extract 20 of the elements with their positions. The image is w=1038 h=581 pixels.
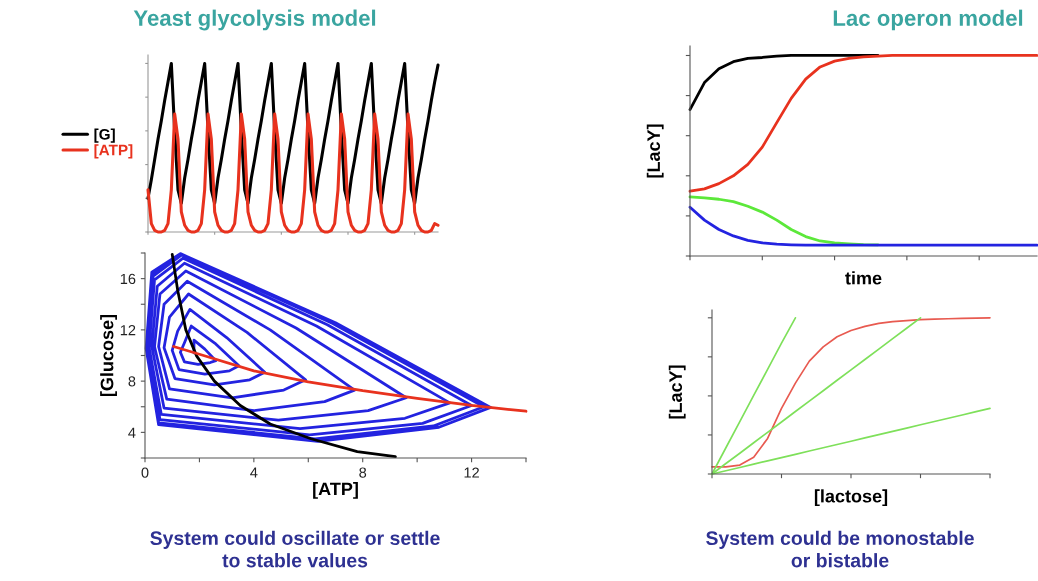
text: System could be monostable or bistable (706, 530, 974, 568)
y-tick-label: 16 (120, 273, 136, 285)
x-axis-title: [lactose] (814, 489, 888, 507)
y-axis-title: [LacY] (646, 124, 664, 178)
text: System could oscillate or settle to stable values (150, 530, 440, 568)
x-axis-title: [ATP] (313, 482, 358, 499)
x-tick-label: 4 (250, 467, 258, 478)
y-tick-label: 8 (128, 376, 136, 387)
x-axis-title: time (845, 271, 882, 285)
y-tick-label: 4 (128, 427, 136, 438)
y-axis-title: [LacY] (668, 365, 686, 419)
x-tick-label: 0 (141, 467, 149, 478)
y-tick-label: 12 (120, 324, 136, 336)
x-tick-label: 8 (359, 467, 367, 478)
legend-label: [ATP] (94, 144, 133, 159)
legend-label: [G] (94, 128, 115, 143)
y-axis-title: [Glucose] (100, 314, 117, 397)
x-tick-label: 12 (464, 467, 479, 478)
chart-title: Lac operon model (833, 9, 1023, 31)
chart-title: Yeast glycolysis model (133, 9, 376, 31)
